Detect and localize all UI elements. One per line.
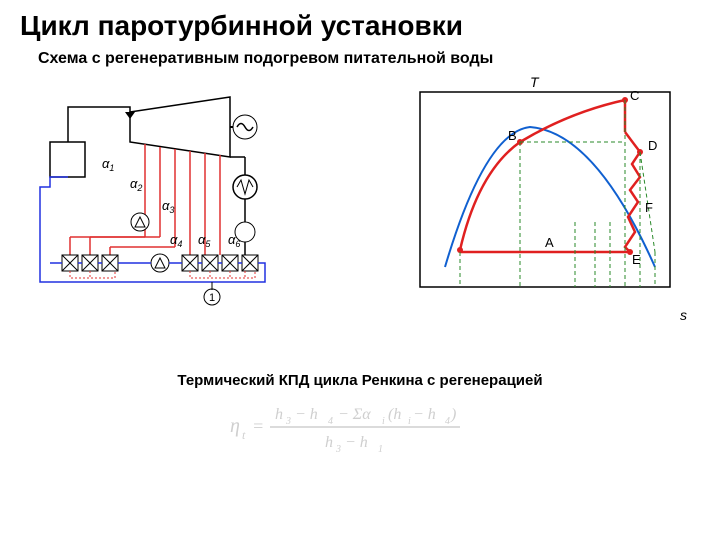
svg-text:C: C — [630, 88, 639, 103]
svg-text:1: 1 — [209, 292, 215, 304]
page-title: Цикл паротурбинной установки — [20, 10, 700, 42]
svg-text:α4: α4 — [170, 232, 182, 249]
svg-text:α1: α1 — [102, 156, 114, 173]
svg-text:): ) — [450, 406, 456, 423]
svg-text:(h: (h — [388, 406, 401, 423]
svg-text:h: h — [325, 434, 333, 451]
svg-text:i: i — [382, 416, 385, 427]
svg-text:− h: − h — [345, 434, 368, 451]
svg-text:α5: α5 — [198, 232, 211, 249]
svg-text:− Σα: − Σα — [338, 406, 371, 423]
svg-text:s: s — [680, 307, 687, 323]
svg-text:1: 1 — [378, 444, 383, 455]
svg-text:3: 3 — [335, 444, 341, 455]
svg-text:t: t — [242, 428, 246, 442]
svg-text:T: T — [530, 74, 540, 90]
svg-text:α2: α2 — [130, 176, 142, 193]
svg-text:3: 3 — [285, 416, 291, 427]
svg-text:α3: α3 — [162, 198, 174, 215]
svg-text:F: F — [645, 200, 653, 215]
caption: Термический КПД цикла Ренкина с регенера… — [20, 372, 700, 389]
svg-text:− h: − h — [413, 406, 436, 423]
schematic-diagram: α1 α2 α3 α4 α5 α6 1 — [20, 72, 380, 347]
svg-text:=: = — [252, 416, 264, 436]
svg-text:η: η — [230, 415, 240, 437]
formula: η t = h3 − h4 − Σαi (hi − h4 ) h3 − h1 — [20, 397, 700, 462]
svg-text:B: B — [508, 128, 517, 143]
svg-text:E: E — [632, 252, 641, 267]
svg-text:i: i — [408, 416, 411, 427]
svg-text:A: A — [545, 235, 554, 250]
svg-text:− h: − h — [295, 406, 318, 423]
ts-diagram: T s — [400, 72, 700, 347]
svg-text:4: 4 — [445, 416, 450, 427]
subtitle: Схема с регенеративным подогревом питате… — [38, 50, 700, 68]
svg-text:4: 4 — [328, 416, 333, 427]
svg-text:h: h — [275, 406, 283, 423]
svg-text:D: D — [648, 138, 657, 153]
